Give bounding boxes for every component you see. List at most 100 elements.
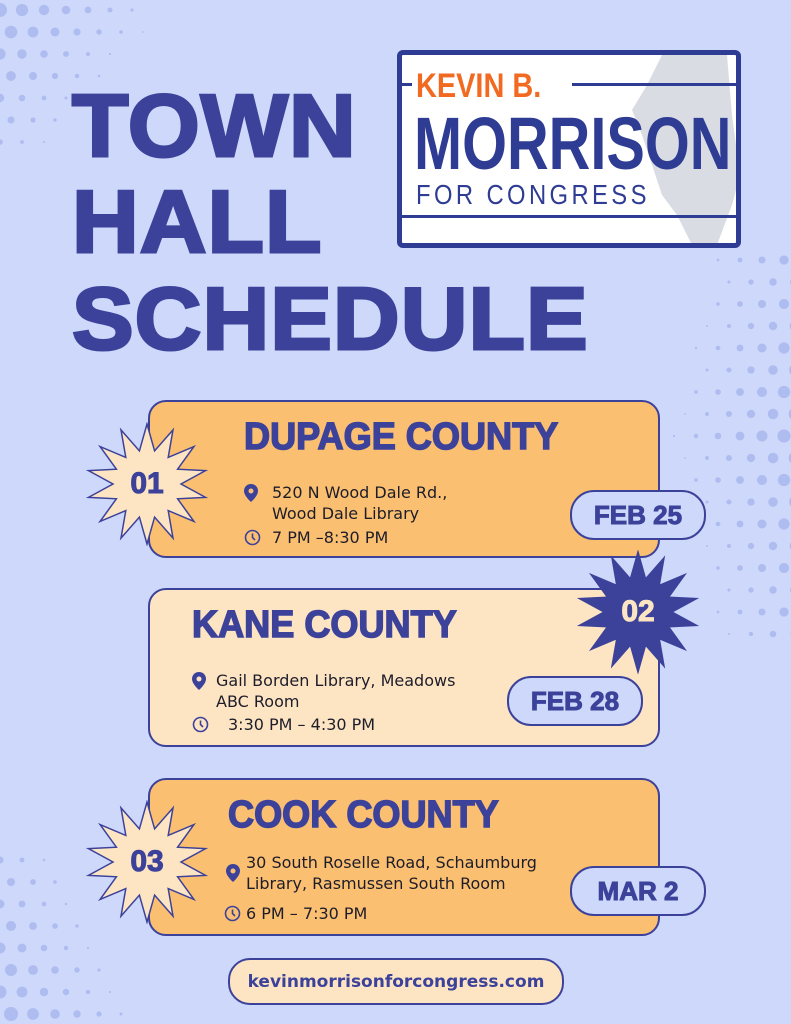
halftone-dot bbox=[778, 298, 790, 310]
halftone-dot bbox=[694, 478, 698, 482]
halftone-dot bbox=[769, 630, 777, 638]
halftone-dot bbox=[86, 946, 90, 950]
halftone-dot bbox=[747, 498, 755, 506]
halftone-dot bbox=[63, 945, 69, 951]
halftone-dot bbox=[684, 413, 686, 415]
halftone-dot bbox=[0, 942, 6, 954]
logo-tagline: FOR CONGRESS bbox=[416, 179, 650, 210]
halftone-dot bbox=[62, 988, 70, 996]
halftone-dot bbox=[736, 344, 744, 352]
halftone-dot bbox=[73, 1010, 81, 1018]
halftone-dot bbox=[6, 71, 16, 81]
halftone-dot bbox=[142, 31, 144, 33]
halftone-dot bbox=[767, 452, 779, 464]
halftone-dot bbox=[107, 7, 113, 13]
halftone-dot bbox=[727, 632, 731, 636]
time-text: 6 PM – 7:30 PM bbox=[246, 904, 368, 923]
halftone-dot bbox=[757, 387, 767, 397]
halftone-dot bbox=[50, 27, 60, 37]
halftone-dot bbox=[74, 73, 80, 79]
halftone-dot bbox=[51, 72, 59, 80]
halftone-dot bbox=[38, 4, 50, 16]
halftone-dot bbox=[706, 545, 708, 547]
event-county: COOK COUNTY bbox=[227, 793, 499, 837]
halftone-dot bbox=[715, 521, 721, 527]
halftone-dot bbox=[778, 518, 790, 530]
halftone-dot bbox=[757, 519, 767, 529]
halftone-dot bbox=[43, 141, 45, 143]
halftone-dot bbox=[74, 967, 80, 973]
halftone-dot bbox=[40, 50, 48, 58]
halftone-dot bbox=[6, 921, 16, 931]
halftone-dot bbox=[727, 588, 731, 592]
halftone-dot bbox=[0, 856, 4, 864]
starburst-number-01: 01 bbox=[85, 421, 209, 547]
event-card-dupage: DUPAGE COUNTY 520 N Wood Dale Rd., Wood D… bbox=[148, 400, 660, 558]
halftone-dot bbox=[130, 8, 134, 12]
halftone-dot bbox=[119, 30, 123, 34]
halftone-dot bbox=[726, 367, 732, 373]
halftone-dot bbox=[705, 456, 709, 460]
halftone-dot bbox=[716, 258, 720, 262]
halftone-dot bbox=[748, 279, 754, 285]
event-date-badge: FEB 28 bbox=[507, 676, 643, 726]
halftone-dot bbox=[747, 366, 755, 374]
halftone-dot bbox=[725, 454, 733, 462]
halftone-dot bbox=[0, 48, 6, 60]
halftone-dot bbox=[4, 1007, 18, 1021]
halftone-dot bbox=[716, 566, 720, 570]
halftone-dot bbox=[50, 1009, 60, 1019]
halftone-dot bbox=[747, 322, 755, 330]
halftone-dot bbox=[41, 95, 47, 101]
halftone-dot bbox=[705, 412, 709, 416]
clock-icon bbox=[244, 529, 266, 551]
halftone-dot bbox=[716, 302, 720, 306]
halftone-dot bbox=[779, 607, 789, 617]
event-card-cook: COOK COUNTY 30 South Roselle Road, Schau… bbox=[148, 778, 660, 936]
map-pin-icon bbox=[226, 864, 248, 887]
halftone-dot bbox=[769, 278, 777, 286]
starburst-shape bbox=[85, 799, 209, 925]
halftone-dot bbox=[18, 94, 26, 102]
halftone-dot bbox=[0, 985, 7, 999]
address-line: Wood Dale Library bbox=[272, 504, 420, 523]
time-text: 3:30 PM – 4:30 PM bbox=[228, 715, 376, 734]
logo-first-name: KEVIN B. bbox=[416, 67, 542, 105]
halftone-dot bbox=[96, 1011, 102, 1017]
halftone-dot bbox=[778, 342, 790, 354]
starburst-number-02: 02 bbox=[576, 549, 700, 675]
halftone-dot bbox=[7, 878, 15, 886]
halftone-dot bbox=[768, 365, 778, 375]
halftone-dot bbox=[768, 541, 778, 551]
halftone-dot bbox=[109, 991, 111, 993]
halftone-dot bbox=[715, 345, 721, 351]
halftone-dot bbox=[27, 26, 39, 38]
halftone-dot bbox=[736, 388, 744, 396]
event-address: 30 South Roselle Road, Schaumburg Library… bbox=[226, 852, 537, 894]
halftone-dot bbox=[705, 500, 709, 504]
halftone-dot bbox=[7, 116, 15, 124]
halftone-dot bbox=[52, 923, 58, 929]
halftone-dot bbox=[767, 408, 779, 420]
event-time: 6 PM – 7:30 PM bbox=[224, 903, 367, 927]
event-date-badge: MAR 2 bbox=[570, 866, 706, 916]
halftone-dot bbox=[758, 608, 766, 616]
halftone-dot bbox=[737, 609, 743, 615]
website-link[interactable]: kevinmorrisonforcongress.com bbox=[228, 958, 564, 1005]
halftone-dot bbox=[4, 25, 18, 39]
event-time: 7 PM –8:30 PM bbox=[244, 527, 388, 551]
event-date-badge: FEB 25 bbox=[570, 490, 706, 540]
halftone-dot bbox=[777, 385, 791, 399]
halftone-dot bbox=[42, 858, 46, 862]
halftone-dot bbox=[17, 49, 27, 59]
halftone-dot bbox=[18, 900, 26, 908]
halftone-dot bbox=[108, 52, 112, 56]
halftone-dot bbox=[672, 434, 676, 438]
halftone-dot bbox=[746, 409, 756, 419]
halftone-dot bbox=[17, 943, 27, 953]
halftone-dot bbox=[737, 257, 743, 263]
halftone-dot bbox=[726, 499, 732, 505]
title-line-schedule: SCHEDULE bbox=[70, 269, 589, 368]
halftone-dot bbox=[777, 473, 791, 487]
